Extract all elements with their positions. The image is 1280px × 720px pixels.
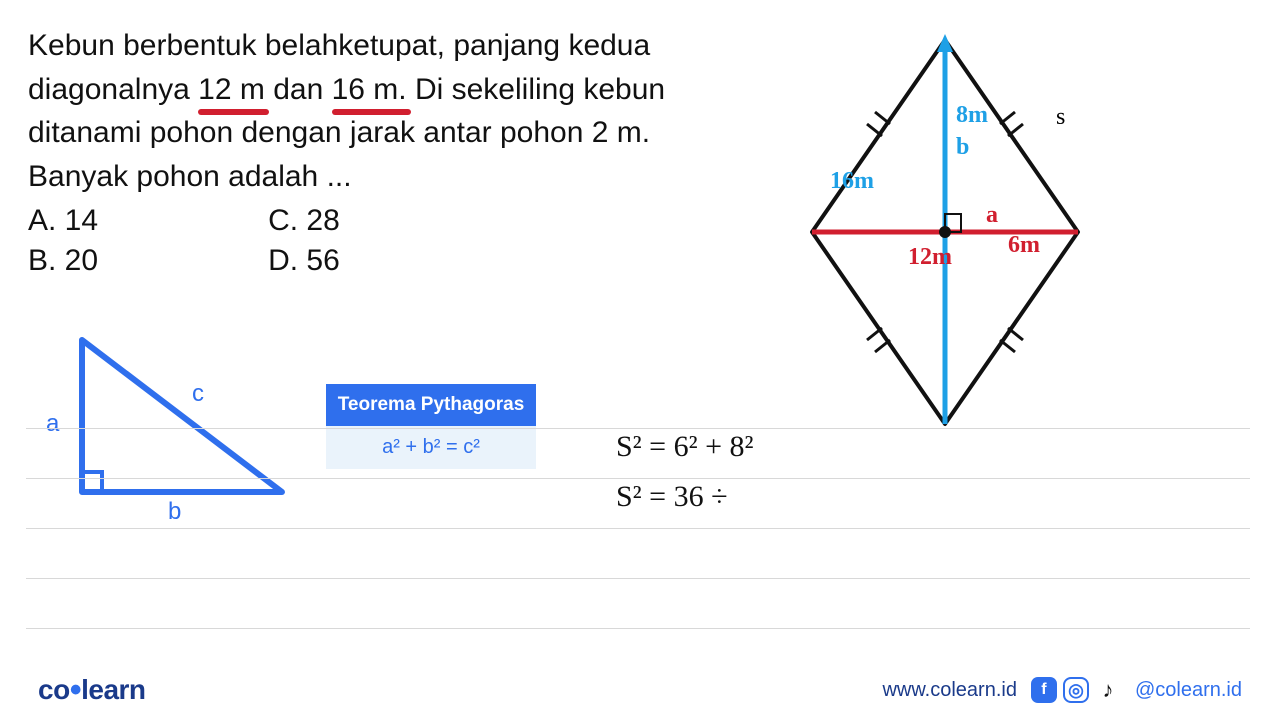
rhombus-label-8m: 8m	[956, 102, 988, 129]
question-block: Kebun berbentuk belahketupat, panjang ke…	[28, 24, 748, 278]
rule-line	[26, 428, 1250, 429]
footer-right: www.colearn.id f ◎ ♪ @colearn.id	[882, 677, 1242, 703]
rule-line	[26, 578, 1250, 579]
pythagoras-theorem-box: Teorema Pythagoras a² + b² = c²	[326, 384, 536, 469]
logo-part-b: learn	[81, 674, 145, 705]
facebook-icon: f	[1031, 677, 1057, 703]
underline-12m: 12 m	[198, 68, 265, 112]
social-icons: f ◎ ♪	[1031, 677, 1121, 703]
question-line1: Kebun berbentuk belahketupat, panjang ke…	[28, 24, 748, 68]
footer-bar: co•learn www.colearn.id f ◎ ♪ @colearn.i…	[0, 660, 1280, 720]
option-a: A. 14	[28, 204, 98, 238]
footer-handle: @colearn.id	[1135, 679, 1242, 702]
triangle-label-c: c	[192, 380, 204, 408]
options-row: A. 14 B. 20 C. 28 D. 56	[28, 204, 748, 278]
options-col-1: A. 14 B. 20	[28, 204, 98, 278]
question-line4: Banyak pohon adalah ...	[28, 155, 748, 199]
rhombus-label-s: s	[1056, 104, 1065, 131]
theorem-body: a² + b² = c²	[326, 426, 536, 469]
handwritten-line-1: S² = 6² + 8²	[616, 430, 754, 464]
options-col-2: C. 28 D. 56	[268, 204, 340, 278]
q2c: Di sekeliling kebun	[407, 73, 665, 106]
colearn-logo: co•learn	[38, 674, 146, 706]
footer-url: www.colearn.id	[882, 679, 1017, 702]
right-triangle-diagram: a b c	[64, 334, 304, 524]
handwritten-line-2: S² = 36 ÷	[616, 480, 728, 514]
rhombus-label-a: a	[986, 202, 998, 229]
question-line2: diagonalnya 12 m dan 16 m. Di sekeliling…	[28, 68, 748, 112]
triangle-label-a: a	[46, 410, 59, 438]
instagram-icon: ◎	[1063, 677, 1089, 703]
logo-dot-icon: •	[70, 671, 81, 709]
rule-line	[26, 628, 1250, 629]
logo-part-a: co	[38, 674, 70, 705]
rule-line	[26, 528, 1250, 529]
tiktok-icon: ♪	[1095, 677, 1121, 703]
theorem-title: Teorema Pythagoras	[326, 384, 536, 426]
underline-16m: 16 m.	[332, 68, 407, 112]
question-line3: ditanami pohon dengan jarak antar pohon …	[28, 111, 748, 155]
option-b: B. 20	[28, 244, 98, 278]
triangle-label-b: b	[168, 498, 181, 526]
rule-line	[26, 478, 1250, 479]
option-d: D. 56	[268, 244, 340, 278]
option-c: C. 28	[268, 204, 340, 238]
rhombus-label-16m: 16m	[830, 168, 874, 195]
rhombus-label-12m: 12m	[908, 244, 952, 271]
rhombus-diagram: 8m b 16m a 6m 12m s	[800, 32, 1090, 432]
q2a: diagonalnya	[28, 73, 198, 106]
q2b: dan	[265, 73, 332, 106]
rhombus-label-6m: 6m	[1008, 232, 1040, 259]
rhombus-label-b: b	[956, 134, 969, 161]
